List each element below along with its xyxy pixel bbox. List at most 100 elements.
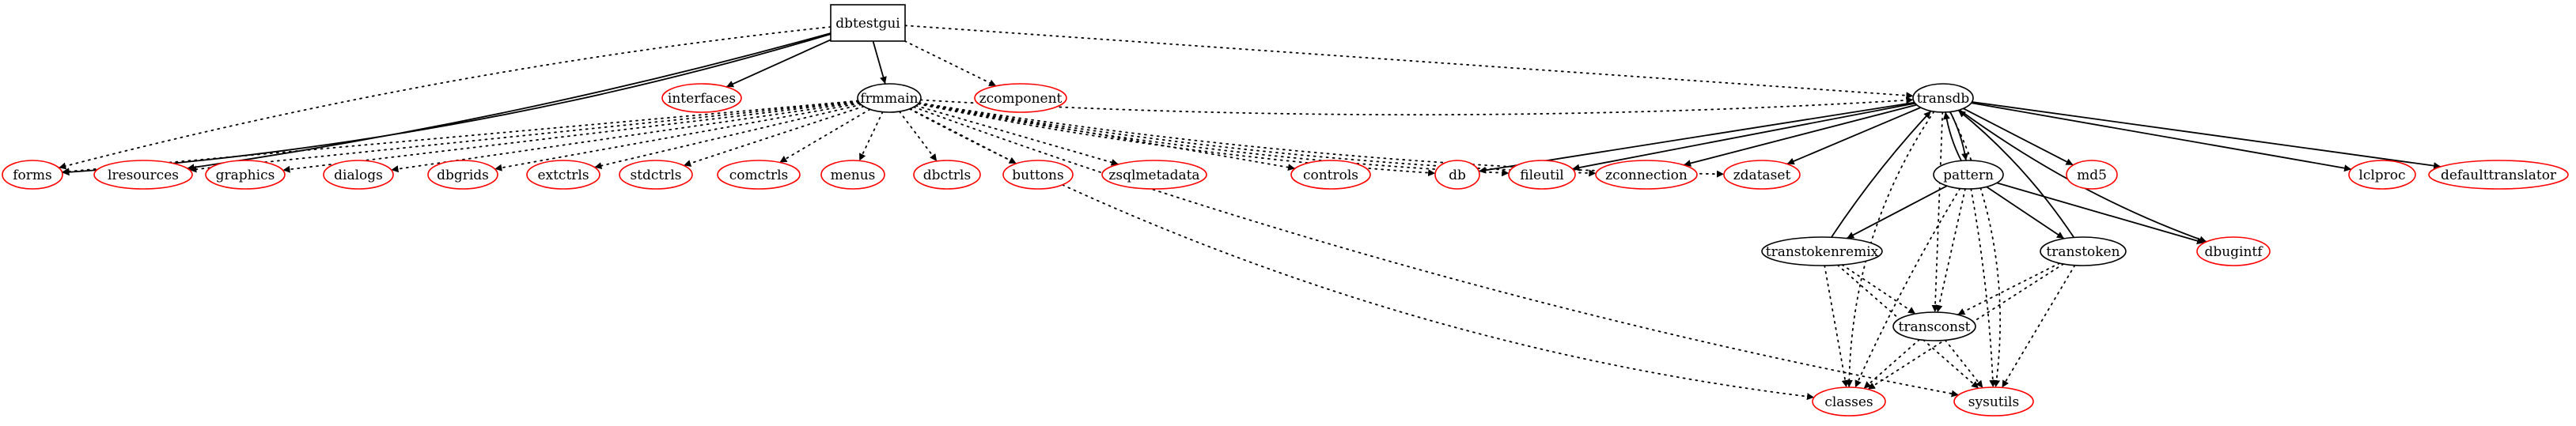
edge-transconst-to-sysutils — [1944, 339, 1984, 389]
edge-frmmain-to-extctrls — [593, 104, 862, 170]
node-buttons: buttons — [1002, 160, 1074, 190]
node-dialogs-label: dialogs — [334, 168, 383, 183]
edge-frmmain-to-dbctrls — [898, 111, 938, 162]
node-md5-shape — [2066, 160, 2118, 190]
node-stdctrls: stdctrls — [619, 160, 693, 190]
node-classes: classes — [1812, 386, 1886, 417]
node-classes-shape — [1812, 386, 1886, 417]
edge-frmmain-to-stdctrls — [683, 105, 865, 167]
node-dbctrls-label: dbctrls — [923, 168, 971, 183]
node-menus-label: menus — [831, 168, 876, 183]
node-stdctrls-label: stdctrls — [630, 168, 681, 183]
edge-frmmain-to-transdb — [919, 96, 1915, 116]
node-menus: menus — [820, 160, 885, 190]
edge-frmmain-to-zconnection — [918, 102, 1597, 177]
node-extctrls: extctrls — [526, 160, 600, 190]
edge-transtoken-to-transconst — [1957, 262, 2061, 316]
node-db-shape — [1434, 160, 1480, 190]
edge-pattern-to-dbugintf — [1996, 182, 2205, 245]
edge-transdb-to-fileutil — [1572, 102, 1915, 172]
node-graphics-label: graphics — [216, 168, 275, 183]
node-transtoken: transtoken — [2040, 236, 2127, 266]
node-dialogs: dialogs — [323, 160, 394, 190]
node-zcomponent-label: zcomponent — [979, 91, 1063, 107]
edge-transdb-to-zconnection — [1683, 104, 1917, 167]
node-frmmain: frmmain — [857, 83, 922, 113]
node-defaulttranslator-shape — [2428, 160, 2569, 190]
node-zdataset: zdataset — [1723, 160, 1801, 190]
edge-frmmain-to-fileutil — [917, 103, 1510, 177]
edge-frmmain-to-zsqlmetadata — [915, 104, 1119, 166]
edge-frmmain-to-graphics — [282, 100, 860, 173]
node-forms-shape — [2, 160, 63, 190]
edge-dbtestgui-to-zcomponent — [903, 40, 997, 87]
node-pattern-shape — [1933, 160, 2004, 190]
edge-dbtestgui-to-transdb — [904, 25, 1915, 100]
node-transdb: transdb — [1912, 83, 1974, 113]
node-dbgrids-shape — [427, 160, 498, 190]
node-transtokenremix: transtokenremix — [1761, 236, 1883, 266]
node-menus-shape — [820, 160, 885, 190]
node-zcomponent-shape — [974, 83, 1067, 113]
node-lclproc-label: lclproc — [2358, 168, 2405, 183]
node-transconst-shape — [1892, 311, 1976, 341]
edge-pattern-to-transtokenremix — [1846, 185, 1948, 239]
node-graphics-shape — [205, 160, 286, 190]
node-sysutils-label: sysutils — [1968, 394, 2019, 410]
edge-transtokenremix-to-classes — [1824, 265, 1849, 388]
node-transtokenremix-label: transtokenremix — [1766, 244, 1879, 260]
node-interfaces-label: interfaces — [668, 91, 736, 107]
node-controls: controls — [1290, 160, 1371, 190]
node-dbgrids: dbgrids — [427, 160, 498, 190]
node-transtoken-label: transtoken — [2046, 244, 2120, 260]
node-lresources-shape — [93, 160, 193, 190]
node-dbtestgui-label: dbtestgui — [835, 16, 900, 32]
edge-dbtestgui-to-interfaces — [725, 39, 832, 88]
node-dbugintf-label: dbugintf — [2204, 244, 2263, 260]
node-interfaces: interfaces — [661, 83, 742, 113]
node-zsqlmetadata-label: zsqlmetadata — [1108, 168, 1199, 183]
edge-pattern-to-sysutils — [1970, 188, 1997, 388]
node-transconst: transconst — [1892, 311, 1976, 341]
node-fileutil-label: fileutil — [1520, 168, 1564, 183]
node-extctrls-shape — [526, 160, 600, 190]
node-classes-label: classes — [1824, 394, 1873, 410]
edge-transtoken-to-sysutils — [2001, 264, 2076, 389]
node-pattern: pattern — [1933, 160, 2004, 190]
edge-dbtestgui-to-frmmain — [872, 40, 887, 85]
node-zsqlmetadata-shape — [1101, 160, 1207, 190]
edge-transtokenremix-to-transdb — [1831, 110, 1932, 238]
node-db: db — [1434, 160, 1480, 190]
node-pattern-label: pattern — [1943, 168, 1994, 183]
node-md5: md5 — [2066, 160, 2118, 190]
node-transdb-label: transdb — [1917, 91, 1970, 107]
edge-pattern-to-classes — [1854, 187, 1961, 389]
node-controls-shape — [1290, 160, 1371, 190]
node-db-label: db — [1449, 168, 1466, 183]
node-dbugintf-shape — [2196, 236, 2271, 266]
edge-frmmain-to-db — [917, 103, 1436, 177]
node-comctrls: comctrls — [717, 160, 801, 190]
edge-frmmain-to-dbgrids — [494, 102, 861, 172]
node-transtokenremix-shape — [1761, 236, 1883, 266]
edge-frmmain-to-comctrls — [778, 108, 871, 164]
edge-transdb-to-md5 — [1963, 107, 2074, 166]
node-forms: forms — [2, 160, 63, 190]
node-transdb-shape — [1912, 83, 1974, 113]
edge-dbtestgui-to-lresources — [187, 32, 832, 172]
node-comctrls-shape — [717, 160, 801, 190]
node-dbtestgui-shape — [830, 4, 906, 42]
node-dbgrids-label: dbgrids — [437, 168, 489, 183]
node-zdataset-shape — [1723, 160, 1801, 190]
node-zconnection-label: zconnection — [1605, 168, 1688, 183]
edge-transdb-to-pattern — [1949, 111, 1968, 161]
node-sysutils: sysutils — [1953, 386, 2034, 417]
edge-pattern-to-transtoken — [1986, 186, 2065, 239]
edge-transdb-to-transconst — [1931, 111, 1944, 313]
node-comctrls-label: comctrls — [729, 168, 789, 183]
edge-dbtestgui-to-forms — [58, 26, 832, 170]
node-forms-label: forms — [13, 168, 52, 183]
node-dbctrls: dbctrls — [913, 160, 981, 190]
nodes-layer: dbtestgui interfaces frmmain zcomponent tran… — [2, 4, 2569, 417]
edge-transtokenremix-to-sysutils — [1836, 264, 1979, 390]
